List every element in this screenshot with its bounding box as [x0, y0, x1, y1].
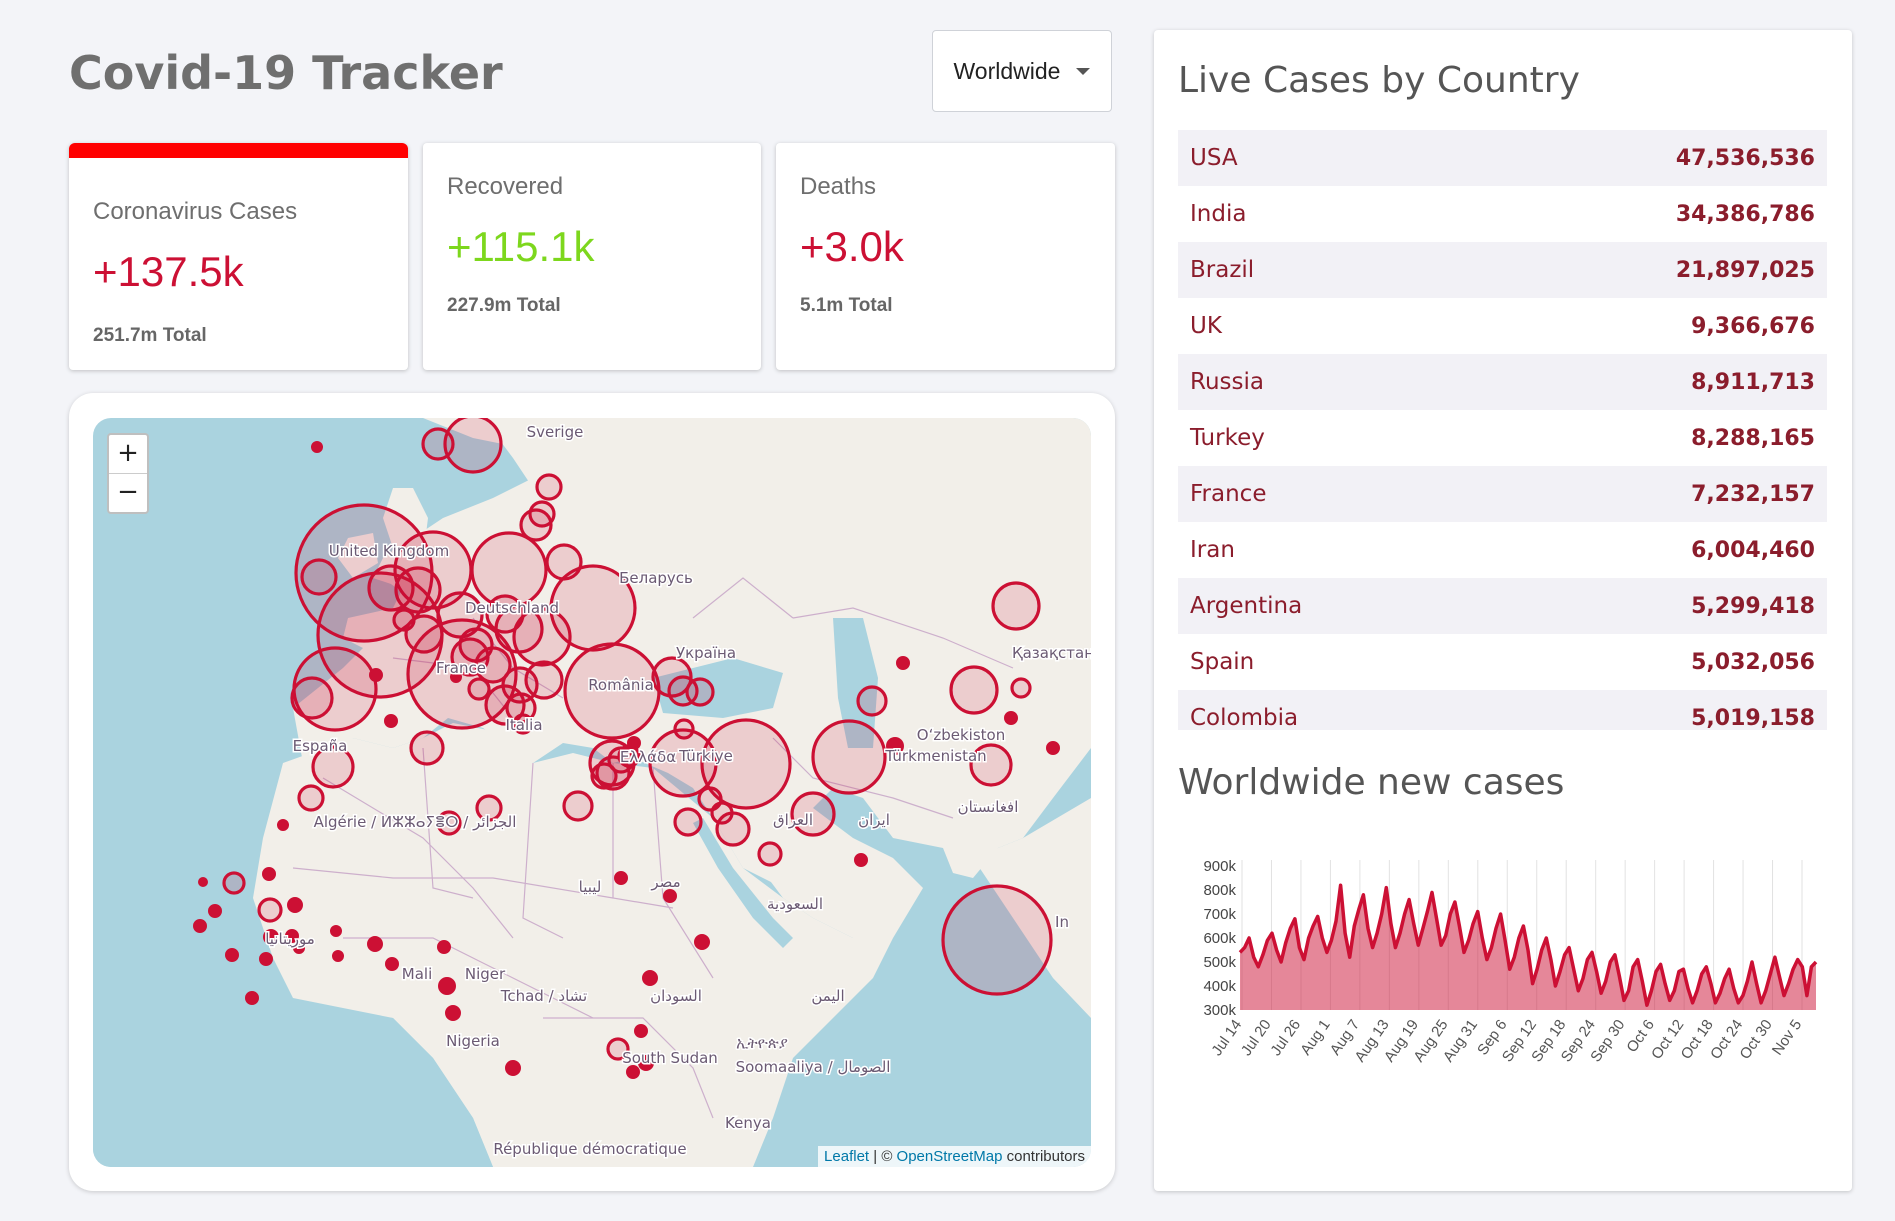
- stat-card-recovered[interactable]: Recovered +115.1k 227.9m Total: [423, 143, 761, 370]
- stat-label: Coronavirus Cases: [93, 198, 298, 225]
- table-row: UK 9,366,676: [1178, 298, 1827, 354]
- country-table[interactable]: USA 47,536,536 India 34,386,786 Brazil 21,897…: [1178, 130, 1827, 730]
- country-name: India: [1190, 201, 1247, 227]
- x-tick-label: Jul 14: [1208, 1017, 1245, 1060]
- live-cases-title: Live Cases by Country: [1178, 60, 1580, 101]
- country-name: Brazil: [1190, 257, 1255, 283]
- table-row: Russia 8,911,713: [1178, 354, 1827, 410]
- stat-label: Recovered: [447, 173, 564, 200]
- country-name: France: [1190, 481, 1267, 507]
- country-select-value: Worldwide: [953, 57, 1061, 84]
- country-cases: 9,366,676: [1691, 313, 1815, 339]
- country-cases: 7,232,157: [1691, 481, 1815, 507]
- y-tick-label: 600k: [1203, 930, 1236, 947]
- table-row: India 34,386,786: [1178, 186, 1827, 242]
- zoom-out-button[interactable]: −: [117, 477, 139, 507]
- zoom-in-button[interactable]: +: [109, 435, 147, 474]
- country-cases: 8,911,713: [1691, 369, 1815, 395]
- table-row: Spain 5,032,056: [1178, 634, 1827, 690]
- table-row: Iran 6,004,460: [1178, 522, 1827, 578]
- stat-total: 251.7m Total: [93, 325, 207, 346]
- x-tick-label: Nov 5: [1769, 1017, 1805, 1059]
- country-name: UK: [1190, 313, 1222, 339]
- new-cases-chart: Jul 14 Jul 20 Jul 26 Aug 1 Aug 7 Aug 13 Aug 19…: [1154, 810, 1852, 1100]
- country-cases: 5,019,158: [1691, 705, 1815, 731]
- map-attribution: Leaflet | © OpenStreetMap contributors: [818, 1146, 1091, 1167]
- country-cases: 5,299,418: [1691, 593, 1815, 619]
- x-tick-label: Jul 26: [1267, 1017, 1304, 1060]
- y-tick-label: 300k: [1203, 1002, 1236, 1019]
- y-tick-label: 400k: [1203, 978, 1236, 995]
- x-tick-label: Aug 1: [1297, 1017, 1333, 1059]
- y-tick-label: 900k: [1203, 858, 1236, 875]
- osm-link[interactable]: OpenStreetMap: [896, 1148, 1003, 1165]
- country-name: Colombia: [1190, 705, 1299, 730]
- country-cases: 6,004,460: [1691, 537, 1815, 563]
- map-panel: Sverige United Kingdom Беларусь Deutschland…: [69, 393, 1115, 1191]
- country-name: USA: [1190, 145, 1238, 171]
- table-row: Brazil 21,897,025: [1178, 242, 1827, 298]
- chevron-down-icon: [1076, 67, 1091, 75]
- right-panel: Live Cases by Country USA 47,536,536 India…: [1154, 30, 1852, 1191]
- country-select[interactable]: Worldwide: [932, 30, 1112, 112]
- attribution-separator: | ©: [869, 1148, 897, 1165]
- stat-total: 5.1m Total: [800, 295, 893, 316]
- stat-label: Deaths: [800, 173, 877, 200]
- stat-card-cases[interactable]: Coronavirus Cases +137.5k 251.7m Total: [69, 143, 408, 370]
- country-cases: 5,032,056: [1691, 649, 1815, 675]
- chart-title: Worldwide new cases: [1178, 762, 1565, 803]
- country-name: Iran: [1190, 537, 1235, 563]
- table-row: USA 47,536,536: [1178, 130, 1827, 186]
- table-row: Turkey 8,288,165: [1178, 410, 1827, 466]
- country-name: Turkey: [1190, 425, 1265, 451]
- country-name: Russia: [1190, 369, 1264, 395]
- area-fill: [1240, 885, 1816, 1010]
- stat-card-deaths[interactable]: Deaths +3.0k 5.1m Total: [776, 143, 1115, 370]
- stat-value: +137.5k: [93, 248, 244, 295]
- stat-value: +3.0k: [800, 223, 904, 270]
- series-line: [1238, 883, 1818, 1007]
- country-cases: 8,288,165: [1691, 425, 1815, 451]
- country-cases: 21,897,025: [1675, 257, 1815, 283]
- country-cases: 34,386,786: [1675, 201, 1815, 227]
- country-name: Argentina: [1190, 593, 1303, 619]
- map-tiles: [93, 418, 1091, 1167]
- y-tick-label: 800k: [1203, 882, 1236, 899]
- table-row: Colombia 5,019,158: [1178, 690, 1827, 730]
- stat-value: +115.1k: [447, 223, 595, 270]
- y-tick-label: 500k: [1203, 954, 1236, 971]
- table-row: France 7,232,157: [1178, 466, 1827, 522]
- table-row: Argentina 5,299,418: [1178, 578, 1827, 634]
- x-tick-label: Oct 30: [1737, 1017, 1776, 1063]
- zoom-control: + −: [107, 433, 149, 514]
- country-name: Spain: [1190, 649, 1255, 675]
- x-tick-label: Jul 20: [1238, 1017, 1275, 1060]
- stat-total: 227.9m Total: [447, 295, 561, 316]
- attribution-suffix: contributors: [1002, 1148, 1085, 1165]
- world-map[interactable]: Sverige United Kingdom Беларусь Deutschland…: [93, 418, 1091, 1167]
- app-title: Covid-19 Tracker: [69, 46, 503, 100]
- country-cases: 47,536,536: [1675, 145, 1815, 171]
- leaflet-link[interactable]: Leaflet: [824, 1148, 870, 1165]
- y-tick-label: 700k: [1203, 906, 1236, 923]
